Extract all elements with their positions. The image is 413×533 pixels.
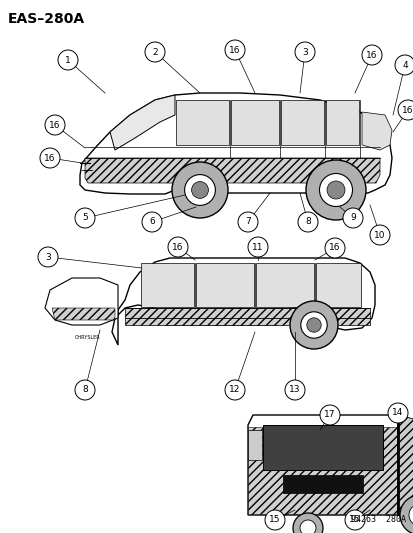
Text: 16: 16 bbox=[44, 154, 56, 163]
Polygon shape bbox=[176, 100, 228, 145]
Text: 16: 16 bbox=[229, 45, 240, 54]
Circle shape bbox=[171, 162, 228, 218]
Text: 16: 16 bbox=[401, 106, 413, 115]
Text: 2: 2 bbox=[152, 47, 157, 56]
Circle shape bbox=[369, 225, 389, 245]
Text: 16: 16 bbox=[172, 243, 183, 252]
Text: 12: 12 bbox=[229, 385, 240, 394]
Text: 1: 1 bbox=[65, 55, 71, 64]
Circle shape bbox=[284, 380, 304, 400]
Circle shape bbox=[224, 380, 244, 400]
Circle shape bbox=[344, 510, 364, 530]
Circle shape bbox=[397, 100, 413, 120]
Circle shape bbox=[184, 175, 215, 205]
Circle shape bbox=[319, 405, 339, 425]
Bar bbox=[262, 425, 382, 470]
Circle shape bbox=[342, 208, 362, 228]
Circle shape bbox=[264, 510, 284, 530]
Circle shape bbox=[297, 212, 317, 232]
Text: 10: 10 bbox=[373, 230, 385, 239]
Polygon shape bbox=[195, 263, 254, 307]
Circle shape bbox=[387, 403, 407, 423]
Text: 13: 13 bbox=[289, 385, 300, 394]
Polygon shape bbox=[85, 158, 379, 183]
Polygon shape bbox=[361, 112, 391, 150]
Circle shape bbox=[324, 238, 344, 258]
Polygon shape bbox=[325, 100, 358, 145]
Text: 9: 9 bbox=[349, 214, 355, 222]
Circle shape bbox=[292, 513, 322, 533]
Polygon shape bbox=[280, 100, 323, 145]
Text: 5: 5 bbox=[82, 214, 88, 222]
Polygon shape bbox=[52, 308, 115, 320]
Circle shape bbox=[75, 380, 95, 400]
Circle shape bbox=[408, 504, 413, 526]
Circle shape bbox=[305, 160, 365, 220]
Text: 17: 17 bbox=[323, 410, 335, 419]
Polygon shape bbox=[247, 427, 397, 514]
Circle shape bbox=[300, 312, 326, 338]
Text: 8: 8 bbox=[82, 385, 88, 394]
Circle shape bbox=[40, 148, 60, 168]
Text: 3: 3 bbox=[301, 47, 307, 56]
Circle shape bbox=[58, 50, 78, 70]
Text: 4: 4 bbox=[401, 61, 407, 69]
Polygon shape bbox=[315, 263, 360, 307]
Text: 6: 6 bbox=[149, 217, 154, 227]
Polygon shape bbox=[110, 95, 175, 150]
Circle shape bbox=[45, 115, 65, 135]
Polygon shape bbox=[125, 308, 369, 325]
Text: CHRYSLER: CHRYSLER bbox=[75, 335, 101, 340]
Text: 16: 16 bbox=[366, 51, 377, 60]
Circle shape bbox=[394, 55, 413, 75]
Circle shape bbox=[75, 208, 95, 228]
Circle shape bbox=[326, 181, 344, 199]
Text: 15: 15 bbox=[349, 515, 360, 524]
Bar bbox=[282, 475, 362, 493]
Text: 14: 14 bbox=[392, 408, 403, 417]
Circle shape bbox=[399, 495, 413, 533]
Text: 16: 16 bbox=[49, 120, 61, 130]
Text: 16: 16 bbox=[328, 244, 340, 253]
Circle shape bbox=[289, 301, 337, 349]
Circle shape bbox=[299, 520, 315, 533]
Circle shape bbox=[319, 174, 351, 206]
Circle shape bbox=[145, 42, 165, 62]
Circle shape bbox=[38, 247, 58, 267]
Polygon shape bbox=[230, 100, 278, 145]
Text: 8: 8 bbox=[304, 217, 310, 227]
Text: 94263  280A: 94263 280A bbox=[350, 515, 405, 524]
Polygon shape bbox=[80, 93, 391, 194]
Text: 7: 7 bbox=[244, 217, 250, 227]
Polygon shape bbox=[112, 258, 374, 345]
Circle shape bbox=[247, 237, 267, 257]
Circle shape bbox=[361, 45, 381, 65]
Polygon shape bbox=[247, 415, 413, 515]
Polygon shape bbox=[141, 263, 194, 307]
Circle shape bbox=[224, 40, 244, 60]
Text: 3: 3 bbox=[45, 253, 51, 262]
Circle shape bbox=[306, 318, 320, 332]
Bar bbox=[247, 430, 261, 460]
Circle shape bbox=[191, 182, 208, 198]
Polygon shape bbox=[255, 263, 313, 307]
Text: 15: 15 bbox=[268, 515, 280, 524]
Polygon shape bbox=[45, 278, 118, 325]
Circle shape bbox=[142, 212, 161, 232]
Circle shape bbox=[168, 237, 188, 257]
Text: EAS–280A: EAS–280A bbox=[8, 12, 85, 26]
Polygon shape bbox=[397, 415, 413, 514]
Text: 11: 11 bbox=[252, 243, 263, 252]
Polygon shape bbox=[397, 415, 413, 514]
Circle shape bbox=[237, 212, 257, 232]
Circle shape bbox=[294, 42, 314, 62]
